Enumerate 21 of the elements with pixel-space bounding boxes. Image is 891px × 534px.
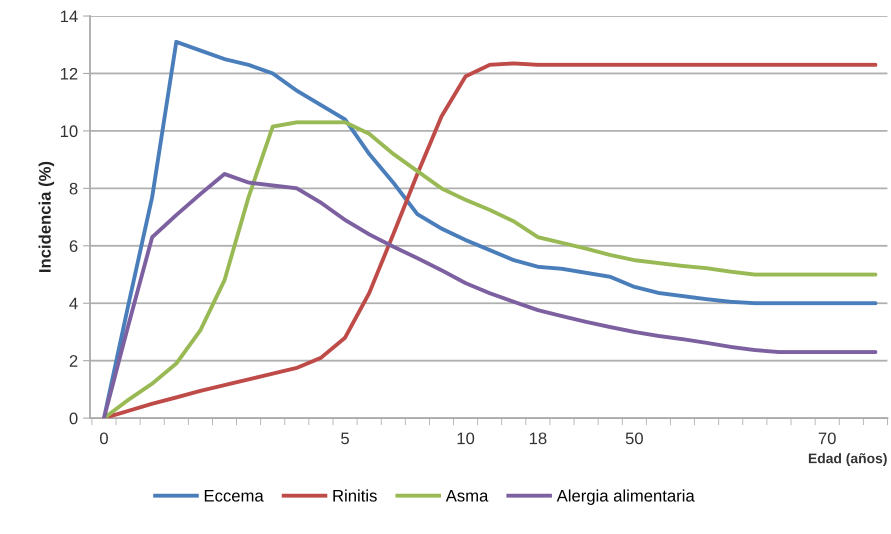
line-series	[102, 172, 878, 418]
x-tick-label: 50	[626, 432, 643, 444]
legend-label: Alergia alimentaria	[556, 489, 695, 505]
x-tick-label: 18	[530, 432, 546, 444]
y-tick-label: 6	[70, 240, 78, 252]
legend-label: Asma	[446, 490, 488, 502]
legend-label: Eccema	[204, 490, 264, 502]
y-tick-label: 14	[60, 10, 78, 22]
y-tick-label: 0	[70, 412, 78, 424]
legend-label: Rinitis	[333, 489, 377, 502]
y-tick-label: 4	[69, 298, 78, 310]
y-tick-label: 2	[70, 355, 78, 367]
x-tick-label: 5	[341, 432, 349, 444]
y-axis-title: Incidencia (%)	[38, 162, 54, 272]
x-tick-label: 0	[100, 432, 108, 444]
y-tick-label: 12	[60, 68, 78, 80]
x-tick-label: 10	[458, 432, 474, 444]
x-axis-title: Edad (años)	[808, 453, 887, 466]
y-tick-label: 8	[70, 182, 78, 195]
y-tick-label: 10	[60, 125, 78, 138]
x-tick-label: 70	[818, 432, 836, 444]
